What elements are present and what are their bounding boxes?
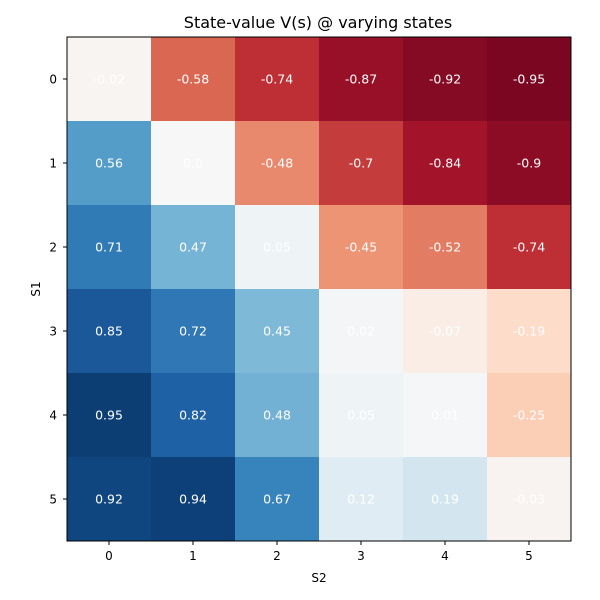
x-tick-label-3: 3 [357, 549, 365, 563]
cell-label-0-2: -0.74 [261, 72, 293, 87]
heatmap-cell-3-3 [319, 289, 404, 374]
heatmap-cell-3-4 [403, 289, 488, 374]
cell-label-2-3: -0.45 [345, 240, 377, 255]
heatmap-cell-1-0 [67, 121, 152, 206]
heatmap-cell-0-5 [487, 37, 572, 122]
y-tick-label-4: 4 [49, 409, 57, 423]
cell-label-2-5: -0.74 [513, 240, 545, 255]
y-tick-label-0: 0 [49, 73, 57, 87]
heatmap-cell-2-0 [67, 205, 152, 290]
cell-label-0-4: -0.92 [429, 72, 461, 87]
x-axis-label: S2 [311, 571, 326, 585]
y-tick-label-1: 1 [49, 157, 57, 171]
heatmap-cell-2-1 [151, 205, 236, 290]
heatmap-cell-4-0 [67, 373, 152, 458]
heatmap-cell-5-5 [487, 457, 572, 542]
cell-label-2-4: -0.52 [429, 240, 461, 255]
y-axis: 0 1 2 3 4 5 [49, 73, 67, 507]
heatmap-cell-2-2 [235, 205, 320, 290]
x-tick-label-4: 4 [441, 549, 449, 563]
cell-label-1-3: -0.7 [349, 156, 373, 171]
heatmap-cell-5-2 [235, 457, 320, 542]
x-tick-label-1: 1 [189, 549, 197, 563]
cell-label-5-5: -0.03 [513, 492, 545, 507]
heatmap-cell-4-4 [403, 373, 488, 458]
heatmap-cell-0-2 [235, 37, 320, 122]
cell-label-5-2: 0.67 [263, 492, 291, 507]
cell-label-0-3: -0.87 [345, 72, 377, 87]
y-tick-label-3: 3 [49, 325, 57, 339]
cell-label-3-2: 0.45 [263, 324, 291, 339]
x-tick-label-5: 5 [525, 549, 533, 563]
heatmap-cell-5-3 [319, 457, 404, 542]
cell-label-0-5: -0.95 [513, 72, 545, 87]
y-tick-label-2: 2 [49, 241, 57, 255]
cell-label-2-0: 0.71 [95, 240, 123, 255]
heatmap-cell-2-4 [403, 205, 488, 290]
x-axis: 0 1 2 3 4 5 [105, 541, 533, 563]
heatmap-cell-3-1 [151, 289, 236, 374]
heatmap-cell-4-3 [319, 373, 404, 458]
cell-label-3-3: 0.02 [347, 324, 375, 339]
heatmap-cell-labels: -0.02 -0.58 -0.74 -0.87 -0.92 -0.95 0.56 0.0 -0.… [93, 72, 545, 507]
heatmap-cell-3-5 [487, 289, 572, 374]
cell-label-3-4: -0.07 [429, 324, 461, 339]
heatmap-cell-4-2 [235, 373, 320, 458]
heatmap-cell-1-4 [403, 121, 488, 206]
cell-label-5-0: 0.92 [95, 492, 123, 507]
heatmap-cell-2-5 [487, 205, 572, 290]
heatmap-cell-4-5 [487, 373, 572, 458]
heatmap-cell-3-2 [235, 289, 320, 374]
cell-label-3-1: 0.72 [179, 324, 207, 339]
heatmap-cell-3-0 [67, 289, 152, 374]
heatmap-cell-5-1 [151, 457, 236, 542]
heatmap-cell-1-3 [319, 121, 404, 206]
y-axis-label: S1 [29, 281, 43, 296]
cell-label-0-0: -0.02 [93, 72, 125, 87]
x-tick-label-0: 0 [105, 549, 113, 563]
cell-label-2-2: 0.05 [263, 240, 291, 255]
cell-label-4-0: 0.95 [95, 408, 123, 423]
cell-label-4-3: 0.05 [347, 408, 375, 423]
cell-label-5-4: 0.19 [431, 492, 459, 507]
cell-label-0-1: -0.58 [177, 72, 209, 87]
heatmap-cell-0-0 [67, 37, 152, 122]
heatmap-cell-0-1 [151, 37, 236, 122]
cell-label-3-0: 0.85 [95, 324, 123, 339]
heatmap-cell-5-0 [67, 457, 152, 542]
heatmap-cell-4-1 [151, 373, 236, 458]
cell-label-4-1: 0.82 [179, 408, 207, 423]
cell-label-1-5: -0.9 [517, 156, 541, 171]
y-tick-label-5: 5 [49, 493, 57, 507]
heatmap-cell-1-1 [151, 121, 236, 206]
cell-label-4-5: -0.25 [513, 408, 545, 423]
cell-label-5-1: 0.94 [179, 492, 207, 507]
heatmap-cell-0-3 [319, 37, 404, 122]
cell-label-1-1: 0.0 [183, 156, 203, 171]
plot-frame [66, 36, 572, 542]
heatmap-cell-5-4 [403, 457, 488, 542]
cell-label-5-3: 0.12 [347, 492, 375, 507]
cell-label-1-4: -0.84 [429, 156, 461, 171]
x-tick-label-2: 2 [273, 549, 281, 563]
heatmap-cell-0-4 [403, 37, 488, 122]
chart-title: State-value V(s) @ varying states [184, 13, 452, 32]
heatmap-cell-1-2 [235, 121, 320, 206]
cell-label-4-2: 0.48 [263, 408, 291, 423]
cell-label-2-1: 0.47 [179, 240, 207, 255]
cell-label-1-2: -0.48 [261, 156, 293, 171]
cell-label-1-0: 0.56 [95, 156, 123, 171]
heatmap-cell-2-3 [319, 205, 404, 290]
cell-label-4-4: 0.01 [431, 408, 459, 423]
heatmap-cells [67, 37, 572, 542]
heatmap-cell-1-5 [487, 121, 572, 206]
cell-label-3-5: -0.19 [513, 324, 545, 339]
